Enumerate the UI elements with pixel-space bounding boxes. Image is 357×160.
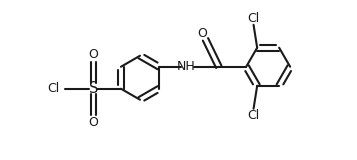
Text: NH: NH xyxy=(177,60,196,73)
Text: Cl: Cl xyxy=(247,12,260,25)
Text: Cl: Cl xyxy=(247,108,260,122)
Text: O: O xyxy=(197,27,207,40)
Text: O: O xyxy=(89,48,99,61)
Text: S: S xyxy=(89,81,98,96)
Text: Cl: Cl xyxy=(47,82,59,95)
Text: O: O xyxy=(89,116,99,129)
